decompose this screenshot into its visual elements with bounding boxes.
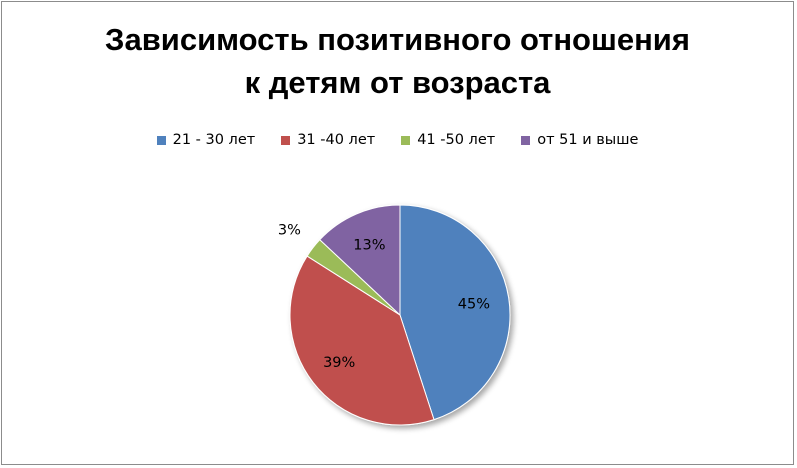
- legend-item-41-50: 41 -50 лет: [401, 132, 495, 148]
- pie-slice-51-plus: [319, 204, 401, 317]
- legend-item-21-30: 21 - 30 лет: [156, 132, 256, 148]
- legend-item-51-plus: от 51 и выше: [521, 132, 638, 148]
- legend-label-51-plus: от 51 и выше: [537, 132, 639, 148]
- legend-swatch-51-plus: [521, 135, 531, 145]
- data-label-31-40: 39%: [323, 355, 355, 371]
- legend-label-41-50: 41 -50 лет: [417, 132, 496, 148]
- data-label-41-50: 3%: [278, 222, 301, 238]
- chart-legend: 21 - 30 лет 31 -40 лет 41 -50 лет от 51 …: [0, 132, 795, 148]
- legend-swatch-41-50: [401, 135, 411, 145]
- pie-slice-31-40: [289, 255, 435, 426]
- legend-swatch-21-30: [156, 135, 166, 145]
- chart-title-line-2: к детям от возраста: [244, 65, 551, 100]
- legend-swatch-31-40: [281, 135, 291, 145]
- legend-item-31-40: 31 -40 лет: [281, 132, 375, 148]
- legend-label-31-40: 31 -40 лет: [297, 132, 376, 148]
- chart-title-line-1: Зависимость позитивного отношения: [105, 22, 690, 57]
- data-label-21-30: 45%: [458, 296, 490, 312]
- data-label-51-plus: 13%: [353, 237, 385, 253]
- pie-slice-21-30: [399, 204, 511, 421]
- chart-title: Зависимость позитивного отношения к детя…: [0, 18, 795, 104]
- legend-label-21-30: 21 - 30 лет: [172, 132, 256, 148]
